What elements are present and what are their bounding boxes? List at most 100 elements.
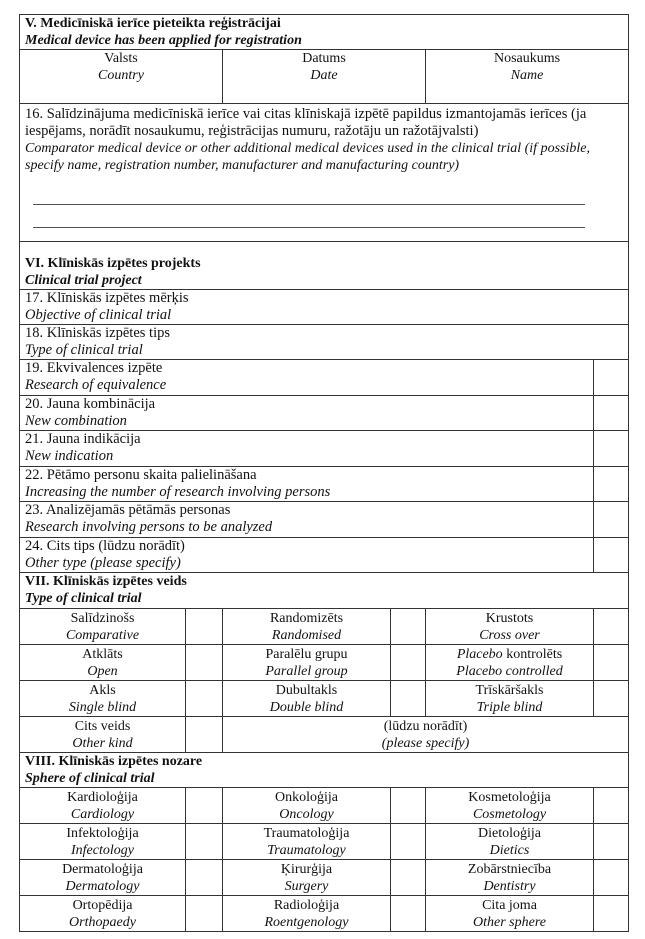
item-label-en: Research of equivalence [25, 377, 167, 393]
checkbox[interactable] [185, 680, 223, 717]
item-16-label: 16. Salīdzinājuma medicīniskā ierīce vai… [25, 106, 587, 139]
option-label-en: Cross over [479, 628, 540, 643]
checkbox[interactable] [185, 608, 223, 645]
option-other-sphere: Cita joma Other sphere [425, 895, 594, 932]
answer-line[interactable] [33, 182, 585, 205]
checkbox[interactable] [592, 608, 630, 645]
checkbox[interactable] [592, 644, 630, 681]
option-double-blind: Dubultakls Double blind [222, 680, 391, 717]
item-label: 19. Ekvivalences izpēte [25, 360, 163, 376]
checkbox[interactable] [390, 859, 426, 896]
section-6-header: VI. Klīniskās izpētes projekts Clinical t… [18, 241, 630, 290]
item-label-en: Type of clinical trial [25, 342, 143, 358]
item-label-en: New indication [25, 448, 114, 464]
checkbox[interactable] [592, 895, 630, 932]
specify-label: (lūdzu norādīt) [383, 719, 468, 734]
registration-field-name[interactable]: Nosaukums Name [424, 49, 630, 104]
item-22: 22. Pētāmo personu skaita palielināšana I… [19, 465, 594, 502]
item-label: 24. Cits tips (lūdzu norādīt) [25, 537, 185, 554]
section-6-header-title: VI. Klīniskās izpētes projekts [25, 256, 201, 271]
registration-field-country[interactable]: Valsts Country [19, 49, 223, 104]
checkbox[interactable] [592, 430, 630, 467]
checkbox[interactable] [185, 787, 223, 824]
section-6-header-subtitle: Clinical trial project [25, 273, 142, 288]
item-label: 21. Jauna indikācija [25, 431, 141, 447]
option-label-en: Dermatology [65, 879, 140, 894]
checkbox[interactable] [185, 859, 223, 896]
checkbox[interactable] [592, 465, 630, 502]
checkbox[interactable] [592, 787, 630, 824]
checkbox[interactable] [185, 716, 223, 753]
option-label-en: Roentgenology [264, 915, 349, 930]
section-8-header: VIII. Klīniskās izpētes nozare Sphere of … [18, 752, 630, 788]
checkbox[interactable] [592, 859, 630, 896]
option-label: Randomizēts [269, 611, 344, 626]
other-kind-specify-field[interactable]: (lūdzu norādīt) (please specify) [221, 716, 630, 753]
option-orthopaedy: Ortopēdija Orthopaedy [19, 895, 186, 932]
clinical-trial-form: V. Medicīniskā ierīce pieteikta reģistrā… [18, 14, 630, 932]
checkbox[interactable] [185, 823, 223, 860]
column-label-en: Name [510, 68, 544, 83]
option-surgery: Ķirurģija Surgery [222, 859, 391, 896]
checkbox[interactable] [390, 787, 426, 824]
option-infectology: Infektoloģija Infectology [19, 823, 186, 860]
section-8-header-subtitle: Sphere of clinical trial [25, 771, 155, 786]
option-label: Kardioloģija [67, 790, 138, 805]
section-8-header-title: VIII. Klīniskās izpētes nozare [25, 754, 203, 769]
option-label-en: Infectology [71, 843, 134, 858]
option-comparative: Salīdzinošs Comparative [19, 608, 186, 645]
option-label-en: Comparative [65, 628, 140, 643]
item-16-comparator-device[interactable]: 16. Salīdzinājuma medicīniskā ierīce vai… [18, 103, 630, 242]
specify-label-en: (please specify) [381, 736, 470, 751]
section-7-header: VII. Klīniskās izpētes veids Type of clin… [18, 572, 630, 609]
option-label: Cita joma [482, 898, 537, 913]
registration-field-date[interactable]: Datums Date [222, 49, 426, 104]
checkbox[interactable] [390, 608, 426, 645]
checkbox[interactable] [592, 536, 630, 573]
checkbox[interactable] [185, 644, 223, 681]
item-label-en: Increasing the number of research involv… [25, 483, 331, 500]
option-other-kind: Cits veids Other kind [19, 716, 186, 753]
answer-lines[interactable] [25, 174, 623, 228]
item-21: 21. Jauna indikācija New indication [19, 430, 594, 467]
column-label-en: Country [98, 68, 144, 83]
option-dietics: Dietoloģija Dietics [425, 823, 594, 860]
option-triple-blind: Trīskāršakls Triple blind [425, 680, 594, 717]
option-label: Dietoloģija [478, 826, 541, 841]
checkbox[interactable] [592, 501, 630, 538]
item-17[interactable]: 17. Klīniskās izpētes mērķis Objective of… [18, 289, 630, 325]
checkbox[interactable] [390, 644, 426, 681]
option-cross-over: Krustots Cross over [425, 608, 594, 645]
option-label-en: Cardiology [70, 807, 135, 822]
option-single-blind: Akls Single blind [19, 680, 186, 717]
option-label: Traumatoloģija [263, 826, 350, 841]
option-label-en: Parallel group [265, 664, 348, 679]
option-oncology: Onkoloģija Oncology [222, 787, 391, 824]
checkbox[interactable] [592, 823, 630, 860]
item-label-en: Other type (please specify) [25, 554, 181, 571]
checkbox[interactable] [390, 895, 426, 932]
option-label-en: Cosmetology [472, 807, 547, 822]
option-placebo-controlled: Placebo kontrolēts Placebo controlled [425, 644, 594, 681]
option-label-en: Randomised [271, 628, 342, 643]
option-label-en: Double blind [269, 700, 344, 715]
checkbox[interactable] [592, 680, 630, 717]
option-cardiology: Kardioloģija Cardiology [19, 787, 186, 824]
option-label-en: Open [87, 664, 118, 679]
option-label-rest: kontrolēts [502, 647, 563, 662]
option-label: Ortopēdija [72, 898, 133, 913]
option-dentistry: Zobārstniecība Dentistry [425, 859, 594, 896]
option-randomised: Randomizēts Randomised [222, 608, 391, 645]
option-label: Akls [89, 683, 116, 698]
checkbox[interactable] [390, 680, 426, 717]
checkbox[interactable] [592, 359, 630, 396]
checkbox[interactable] [390, 823, 426, 860]
option-label: Krustots [485, 611, 534, 626]
option-label: Paralēlu grupu [265, 647, 348, 662]
checkbox[interactable] [185, 895, 223, 932]
answer-line[interactable] [33, 205, 585, 228]
option-label: Salīdzinošs [70, 611, 135, 626]
item-18[interactable]: 18. Klīniskās izpētes tips Type of clinic… [18, 324, 630, 360]
checkbox[interactable] [592, 394, 630, 431]
option-label-italic: Placebo [456, 647, 503, 662]
